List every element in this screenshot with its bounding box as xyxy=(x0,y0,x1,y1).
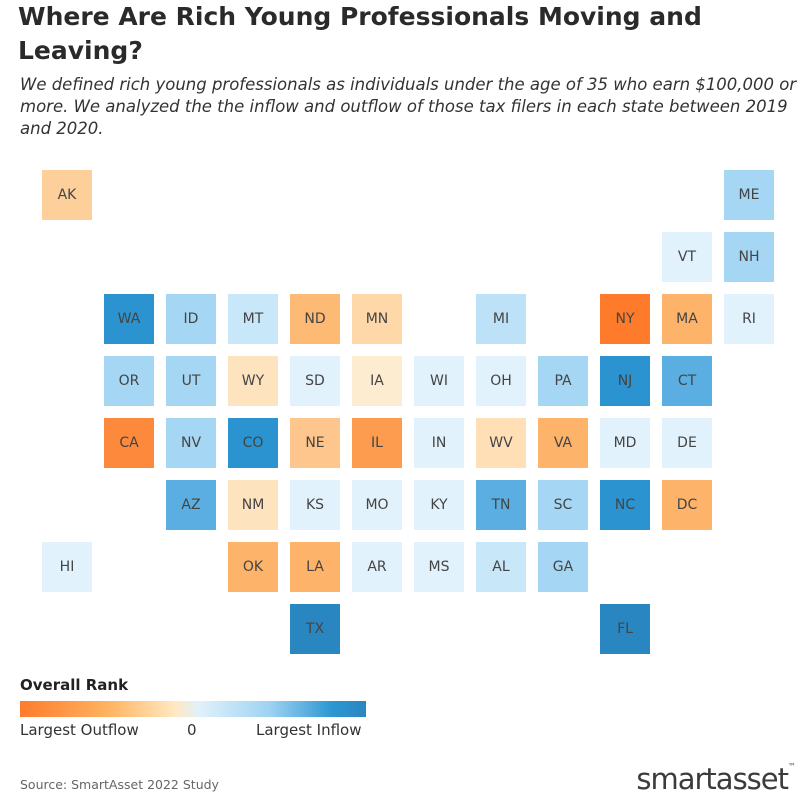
state-tile-ia: IA xyxy=(352,356,402,406)
state-tile-al: AL xyxy=(476,542,526,592)
state-tile-ma: MA xyxy=(662,294,712,344)
state-tile-wy: WY xyxy=(228,356,278,406)
legend-color-bar xyxy=(20,701,366,717)
state-tile-in: IN xyxy=(414,418,464,468)
logo-text: smartasset xyxy=(636,762,789,796)
source-note: Source: SmartAsset 2022 Study xyxy=(20,777,219,792)
state-tile-hi: HI xyxy=(42,542,92,592)
state-tile-nj: NJ xyxy=(600,356,650,406)
state-tile-id: ID xyxy=(166,294,216,344)
state-tile-me: ME xyxy=(724,170,774,220)
state-tile-nc: NC xyxy=(600,480,650,530)
state-tile-ne: NE xyxy=(290,418,340,468)
state-tile-ct: CT xyxy=(662,356,712,406)
state-tile-oh: OH xyxy=(476,356,526,406)
state-tile-nd: ND xyxy=(290,294,340,344)
state-tile-az: AZ xyxy=(166,480,216,530)
state-tile-il: IL xyxy=(352,418,402,468)
state-tile-ms: MS xyxy=(414,542,464,592)
state-tile-ut: UT xyxy=(166,356,216,406)
state-tile-ok: OK xyxy=(228,542,278,592)
legend-title: Overall Rank xyxy=(20,676,129,694)
state-tile-fl: FL xyxy=(600,604,650,654)
smartasset-logo: smartasset™ xyxy=(636,762,796,796)
state-tile-mi: MI xyxy=(476,294,526,344)
state-tile-nm: NM xyxy=(228,480,278,530)
state-tile-wa: WA xyxy=(104,294,154,344)
state-tile-wv: WV xyxy=(476,418,526,468)
state-tile-or: OR xyxy=(104,356,154,406)
state-tile-tn: TN xyxy=(476,480,526,530)
state-tile-wi: WI xyxy=(414,356,464,406)
state-tile-mn: MN xyxy=(352,294,402,344)
legend-right-label: Largest Inflow xyxy=(256,721,362,739)
state-tile-sd: SD xyxy=(290,356,340,406)
state-tile-nv: NV xyxy=(166,418,216,468)
state-tile-va: VA xyxy=(538,418,588,468)
state-tile-vt: VT xyxy=(662,232,712,282)
state-tile-ca: CA xyxy=(104,418,154,468)
state-tile-ks: KS xyxy=(290,480,340,530)
legend-mid-label: 0 xyxy=(187,721,197,739)
chart-subtitle: We defined rich young professionals as i… xyxy=(20,75,797,138)
state-tile-ar: AR xyxy=(352,542,402,592)
state-tile-md: MD xyxy=(600,418,650,468)
state-tile-tx: TX xyxy=(290,604,340,654)
state-tile-co: CO xyxy=(228,418,278,468)
state-tile-ak: AK xyxy=(42,170,92,220)
state-tile-la: LA xyxy=(290,542,340,592)
legend-left-label: Largest Outflow xyxy=(20,721,139,739)
state-tile-de: DE xyxy=(662,418,712,468)
state-tile-dc: DC xyxy=(662,480,712,530)
state-tile-mt: MT xyxy=(228,294,278,344)
state-tile-mo: MO xyxy=(352,480,402,530)
state-tile-ga: GA xyxy=(538,542,588,592)
state-tile-ny: NY xyxy=(600,294,650,344)
state-tile-pa: PA xyxy=(538,356,588,406)
state-tile-nh: NH xyxy=(724,232,774,282)
state-tile-ky: KY xyxy=(414,480,464,530)
logo-trademark: ™ xyxy=(788,762,796,771)
chart-title: Where Are Rich Young Professionals Movin… xyxy=(18,2,702,65)
state-tile-sc: SC xyxy=(538,480,588,530)
state-tile-ri: RI xyxy=(724,294,774,344)
